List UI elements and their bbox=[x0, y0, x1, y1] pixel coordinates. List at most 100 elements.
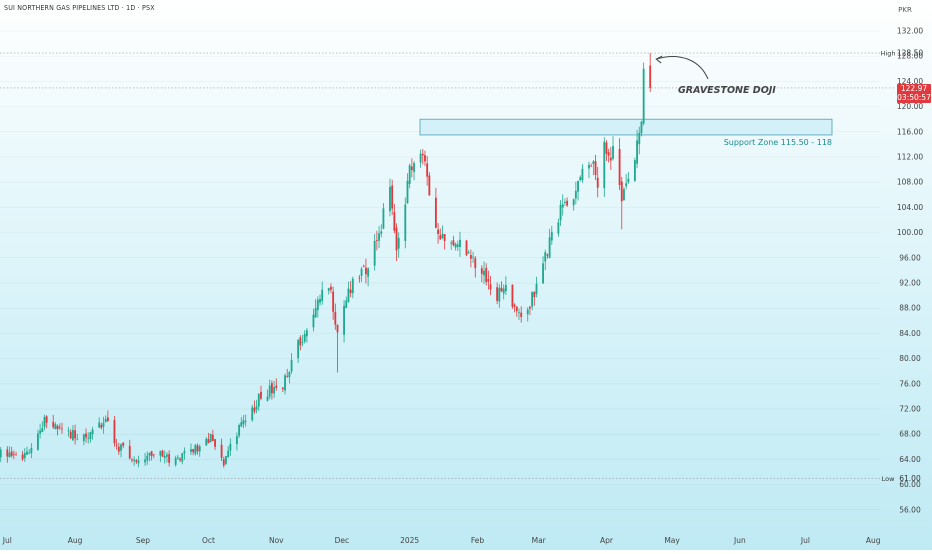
candle-body bbox=[238, 425, 241, 436]
candle-body bbox=[380, 231, 383, 234]
candle bbox=[150, 450, 153, 461]
candle bbox=[327, 287, 330, 295]
candle-body bbox=[413, 163, 415, 172]
candle bbox=[563, 198, 566, 206]
candle bbox=[520, 306, 523, 323]
candle-body bbox=[612, 146, 614, 159]
candle bbox=[450, 240, 453, 250]
candle bbox=[410, 158, 413, 178]
candle bbox=[579, 175, 582, 182]
candle bbox=[214, 438, 216, 450]
candle-body bbox=[102, 422, 105, 427]
candle-body bbox=[0, 449, 2, 458]
candle bbox=[275, 378, 278, 391]
candle-body bbox=[343, 305, 345, 335]
candle-body bbox=[529, 306, 531, 309]
price-tick-label: 80.00 bbox=[899, 354, 921, 363]
candle bbox=[441, 225, 444, 240]
candle-body bbox=[618, 148, 621, 185]
candle bbox=[238, 423, 241, 438]
candle-body bbox=[275, 385, 278, 388]
price-tick-label: 84.00 bbox=[899, 329, 921, 338]
candle-body bbox=[382, 208, 385, 229]
candle-body bbox=[297, 340, 300, 359]
candle-body bbox=[393, 211, 396, 231]
candle-body bbox=[334, 311, 337, 325]
candle-body bbox=[574, 190, 577, 199]
candle bbox=[640, 120, 643, 137]
candle-body bbox=[609, 157, 612, 161]
candle-body bbox=[620, 181, 623, 202]
candle bbox=[316, 296, 319, 318]
candle bbox=[144, 452, 147, 466]
candle-body bbox=[131, 459, 133, 461]
candle bbox=[207, 432, 210, 444]
candle-body bbox=[563, 202, 566, 203]
candle bbox=[465, 239, 468, 257]
candle-body bbox=[579, 177, 582, 181]
candle bbox=[347, 281, 350, 303]
time-tick-label: Nov bbox=[269, 536, 284, 545]
candle-body bbox=[36, 433, 39, 450]
candle bbox=[297, 338, 300, 363]
candle-body bbox=[347, 288, 350, 302]
candle bbox=[244, 414, 247, 427]
candle-body bbox=[235, 436, 238, 445]
price-tick-label: 60.00 bbox=[899, 480, 921, 489]
price-tick-label: 104.00 bbox=[897, 203, 923, 212]
candle-body bbox=[605, 142, 608, 154]
candle bbox=[253, 400, 256, 414]
candle-body bbox=[362, 265, 365, 267]
candle-body bbox=[426, 163, 429, 177]
candle bbox=[288, 371, 291, 384]
candle-body bbox=[642, 68, 645, 124]
candle-body bbox=[428, 175, 431, 196]
candle-body bbox=[286, 375, 289, 377]
candle-body bbox=[303, 333, 306, 342]
candle-body bbox=[360, 268, 363, 276]
candle-body bbox=[74, 430, 77, 439]
candle-body bbox=[266, 396, 269, 401]
candle-body bbox=[98, 422, 101, 428]
candle-body bbox=[467, 252, 470, 254]
candle bbox=[535, 276, 538, 298]
candle bbox=[260, 385, 262, 401]
candle bbox=[559, 200, 562, 226]
candle-body bbox=[198, 446, 201, 452]
candle-body bbox=[181, 453, 184, 462]
candle bbox=[196, 443, 199, 455]
candle bbox=[120, 443, 122, 458]
candle bbox=[408, 163, 411, 189]
candle-body bbox=[89, 432, 92, 439]
candle bbox=[174, 455, 177, 467]
support-zone-label: Support Zone 115.50 - 118 bbox=[724, 138, 832, 147]
candle-body bbox=[439, 235, 442, 240]
candle-body bbox=[472, 256, 475, 258]
candle bbox=[299, 335, 302, 351]
candle-body bbox=[581, 168, 584, 181]
candle-body bbox=[260, 391, 262, 399]
candle bbox=[518, 308, 520, 320]
candle-body bbox=[483, 270, 485, 276]
candle bbox=[268, 379, 271, 400]
candle bbox=[163, 450, 166, 464]
candle bbox=[404, 197, 407, 249]
candle bbox=[391, 179, 394, 216]
candle bbox=[365, 258, 367, 284]
reference-lines bbox=[0, 52, 896, 479]
price-tick-label: 132.00 bbox=[897, 27, 923, 36]
time-tick-label: Mar bbox=[532, 536, 547, 545]
candle bbox=[235, 432, 238, 451]
candle-body bbox=[480, 268, 483, 274]
high-marker-value: 128.50 bbox=[897, 49, 923, 58]
candle-body bbox=[367, 268, 370, 277]
candle-body bbox=[419, 153, 422, 163]
candle bbox=[351, 276, 354, 299]
candle-body bbox=[531, 292, 534, 307]
candle-body bbox=[336, 324, 339, 333]
candle bbox=[255, 399, 258, 414]
candle-body bbox=[408, 165, 411, 184]
candle-body bbox=[26, 451, 28, 455]
